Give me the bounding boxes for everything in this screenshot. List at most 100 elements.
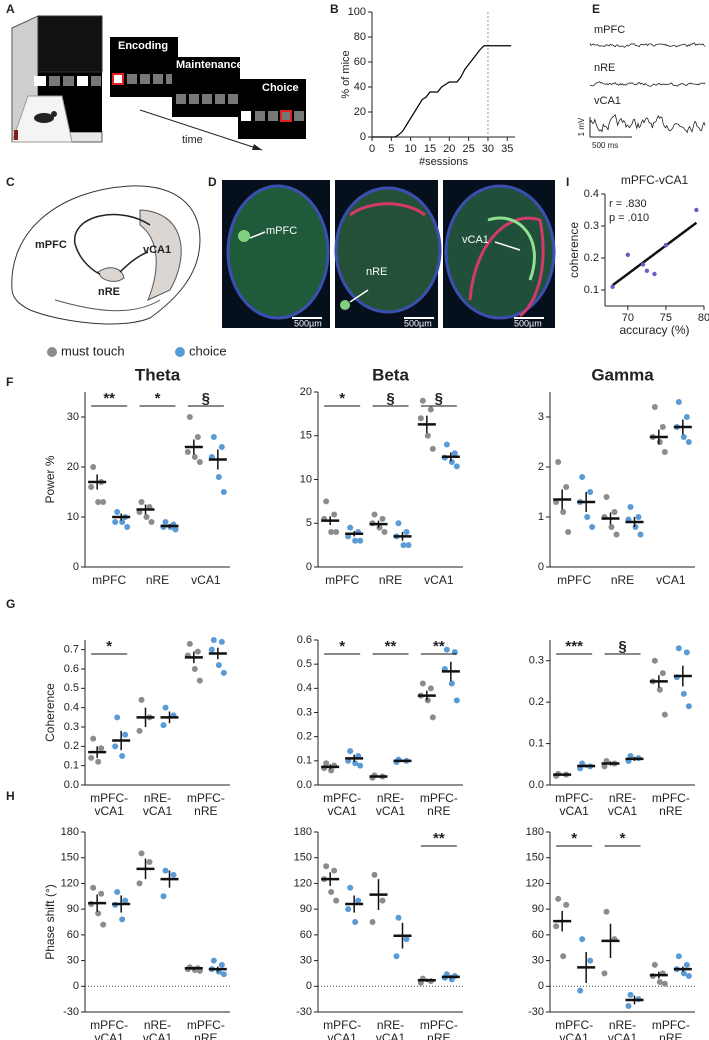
x-tick-label: 75 (660, 312, 672, 324)
data-point (675, 399, 682, 405)
y-tick-label: 30 (67, 954, 79, 966)
y-tick-label: 0.2 (297, 731, 312, 743)
task-schematic: Encoding Maintenance Choice time (11, 15, 306, 151)
x-tick-label: mPFC (325, 573, 359, 587)
x-tick-label: nRE-vCA1 (143, 791, 173, 818)
data-point (371, 871, 378, 878)
x-tick-label: 20 (443, 143, 455, 155)
legend-swatch (47, 347, 57, 357)
y-tick-label: 60 (67, 929, 79, 941)
data-point (170, 871, 177, 878)
data-point (215, 662, 222, 669)
data-point (136, 880, 143, 887)
y-tick-label: 60 (300, 929, 312, 941)
data-point (553, 923, 560, 930)
y-tick-label: 5 (306, 517, 312, 529)
y-tick-label: 80 (354, 31, 366, 43)
scale-bar-label: 500µm (514, 318, 542, 328)
significance-label: * (339, 638, 345, 655)
y-tick-label: 20 (67, 461, 79, 473)
y-tick-label: 0 (306, 980, 312, 992)
data-point (661, 711, 668, 718)
data-point (448, 680, 455, 687)
y-tick-label: 0 (306, 561, 312, 573)
x-tick-label: mPFC-nRE (420, 1018, 458, 1040)
significance-label: * (571, 830, 577, 847)
x-tick-label: mPFC-nRE (187, 1018, 225, 1040)
data-point (218, 961, 225, 968)
y-tick-label: 90 (300, 903, 312, 915)
x-tick-label: 0 (369, 143, 375, 155)
data-point (119, 753, 126, 759)
y-tick-label: 0.2 (529, 696, 544, 708)
y-tick-label: 90 (532, 903, 544, 915)
y-tick-label: 0.3 (584, 220, 599, 232)
data-point (424, 697, 431, 704)
y-tick-label: 30 (532, 954, 544, 966)
panel-letter: E (592, 2, 600, 16)
data-point (162, 519, 169, 525)
y-tick-label: 180 (526, 826, 544, 838)
scatter-point (663, 243, 669, 248)
data-point (194, 648, 201, 655)
data-point (659, 670, 666, 677)
x-axis-label: #sessions (419, 156, 468, 168)
data-point (613, 531, 620, 538)
data-point (138, 499, 145, 505)
data-point (191, 454, 198, 460)
data-point (627, 504, 634, 510)
data-point (680, 970, 687, 977)
chart-title: Theta (135, 365, 181, 384)
data-point (661, 980, 668, 987)
y-tick-label: 0 (538, 980, 544, 992)
data-point (122, 897, 129, 904)
y-tick-label: 0.3 (297, 706, 312, 718)
significance-label: § (435, 390, 443, 407)
y-tick-label: 30 (300, 954, 312, 966)
histology-label: mPFC (266, 225, 297, 237)
y-tick-label: 0 (538, 561, 544, 573)
y-tick-label: 0.5 (297, 658, 312, 670)
data-point (138, 696, 145, 703)
scatter-point (694, 207, 699, 213)
arrow-label: time (182, 134, 203, 146)
x-tick-label: nRE-vCA1 (608, 1018, 638, 1040)
data-point (685, 973, 692, 979)
y-tick-label: 0.2 (64, 740, 79, 752)
annotation: r = .830 (609, 198, 647, 210)
data-point (376, 524, 383, 531)
scatter-point (625, 252, 631, 257)
data-point (95, 910, 102, 917)
significance-label: ** (103, 390, 115, 407)
y-tick-label: 120 (526, 877, 544, 889)
screen-label: Encoding (118, 40, 168, 52)
data-point (424, 432, 431, 439)
data-point (112, 519, 119, 525)
chart-title: mPFC-vCA1 (621, 173, 689, 187)
scale-label: 1 mV (577, 117, 586, 136)
data-point (675, 953, 682, 960)
y-tick-label: 0.4 (584, 188, 599, 200)
data-point (400, 542, 407, 549)
data-point (194, 434, 201, 440)
histology: mPFC 500µm nRE 500µm vCA1 500µm (222, 180, 556, 328)
y-tick-label: 180 (61, 826, 79, 838)
y-tick-label: 10 (67, 511, 79, 523)
y-tick-label: 0.1 (584, 284, 599, 296)
data-point (210, 637, 217, 643)
data-point (560, 953, 567, 960)
data-point (95, 499, 102, 505)
data-point (379, 897, 386, 904)
y-axis-label: coherence (567, 222, 581, 278)
data-point (563, 484, 570, 490)
data-point (429, 445, 436, 452)
lfp-trace (589, 81, 706, 87)
y-tick-label: 40 (354, 81, 366, 93)
data-point (124, 524, 131, 530)
histology-label: nRE (366, 266, 387, 278)
data-point (601, 970, 608, 977)
y-tick-label: 100 (348, 6, 366, 18)
data-point (355, 897, 362, 904)
data-point (218, 638, 225, 645)
x-tick-label: nRE (379, 573, 402, 587)
